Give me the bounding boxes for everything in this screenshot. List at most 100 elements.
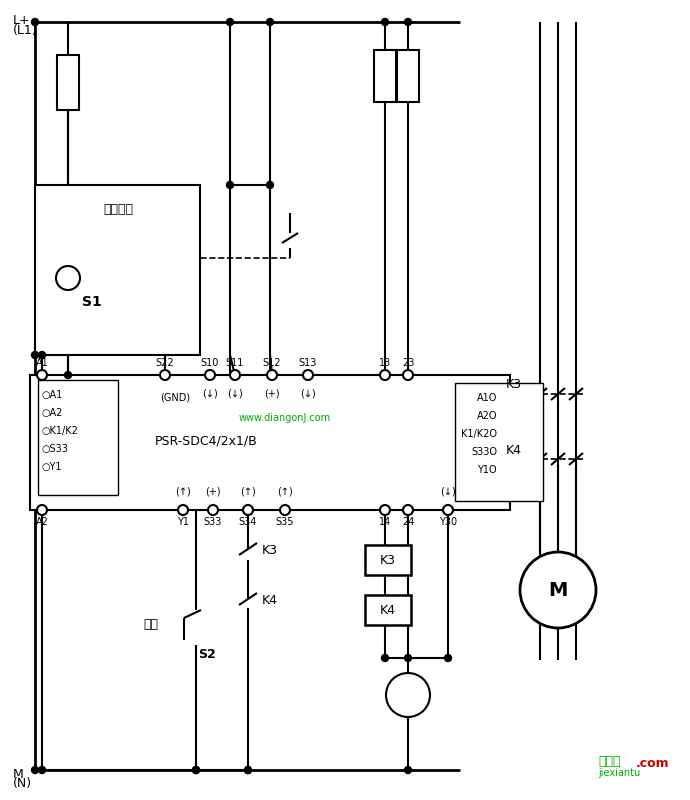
Circle shape [39, 351, 46, 358]
Text: 23: 23 [402, 358, 414, 368]
Bar [374, 50, 396, 102]
Text: S33: S33 [204, 517, 222, 527]
Text: jiexiantu: jiexiantu [598, 768, 640, 778]
Text: A1O: A1O [477, 393, 497, 403]
Circle shape [404, 766, 411, 774]
Text: A1: A1 [36, 358, 48, 368]
Text: ○Y1: ○Y1 [42, 462, 63, 472]
Text: 13: 13 [379, 358, 391, 368]
Text: S12: S12 [263, 358, 282, 368]
Circle shape [32, 351, 39, 358]
Circle shape [444, 654, 451, 662]
Text: Y1O: Y1O [477, 465, 497, 475]
Bar [397, 50, 419, 102]
Circle shape [520, 552, 596, 628]
Circle shape [380, 370, 390, 380]
Text: (↓): (↓) [440, 487, 456, 497]
Text: K4: K4 [380, 603, 396, 617]
Text: ○A2: ○A2 [42, 408, 63, 418]
Text: K3: K3 [506, 378, 522, 391]
Circle shape [39, 766, 46, 774]
Bar [57, 55, 79, 110]
Text: K3: K3 [380, 554, 396, 566]
Circle shape [404, 18, 411, 26]
Circle shape [266, 182, 273, 189]
Text: Y30: Y30 [439, 517, 457, 527]
Text: (+): (+) [205, 487, 221, 497]
Bar [30, 375, 510, 510]
Text: (↑): (↑) [277, 487, 293, 497]
Text: .com: .com [636, 757, 669, 770]
Bar [455, 383, 543, 501]
Circle shape [243, 505, 253, 515]
Text: K1/K2O: K1/K2O [461, 429, 497, 439]
Bar [35, 185, 200, 355]
Circle shape [382, 18, 388, 26]
Text: www.diangonJ.com: www.diangonJ.com [239, 413, 331, 423]
Text: 急停按鈕: 急停按鈕 [103, 203, 133, 216]
Text: (↓): (↓) [300, 388, 316, 398]
Circle shape [64, 371, 72, 378]
Text: K4: K4 [262, 594, 278, 607]
Text: (↓): (↓) [227, 388, 243, 398]
Circle shape [32, 18, 39, 26]
Circle shape [178, 505, 188, 515]
Text: A2: A2 [36, 517, 48, 527]
Circle shape [226, 18, 233, 26]
Text: Y1: Y1 [177, 517, 189, 527]
Text: S10: S10 [201, 358, 219, 368]
Text: 24: 24 [402, 517, 414, 527]
Circle shape [443, 505, 453, 515]
Circle shape [56, 266, 80, 290]
Circle shape [226, 182, 233, 189]
Text: A2O: A2O [477, 411, 497, 421]
Circle shape [380, 505, 390, 515]
Circle shape [205, 370, 215, 380]
Circle shape [386, 673, 430, 717]
Text: (N): (N) [13, 777, 32, 790]
Bar [365, 595, 411, 625]
Text: M: M [13, 768, 23, 781]
Text: M: M [549, 581, 568, 599]
Circle shape [266, 18, 273, 26]
Text: S1: S1 [82, 295, 101, 309]
Text: S13: S13 [299, 358, 317, 368]
Circle shape [244, 766, 251, 774]
Circle shape [193, 766, 199, 774]
Circle shape [267, 370, 277, 380]
Text: (↑): (↑) [175, 487, 191, 497]
Circle shape [303, 370, 313, 380]
Circle shape [208, 505, 218, 515]
Circle shape [244, 766, 251, 774]
Text: (GND): (GND) [160, 393, 190, 403]
Text: K4: K4 [506, 443, 522, 457]
Text: S2: S2 [198, 648, 216, 661]
Circle shape [160, 370, 170, 380]
Text: (+): (+) [264, 388, 280, 398]
Text: PSR-SDC4/2x1/B: PSR-SDC4/2x1/B [155, 435, 258, 448]
Text: ○K1/K2: ○K1/K2 [42, 426, 79, 436]
Bar [38, 380, 118, 495]
Bar [365, 545, 411, 575]
Text: (↑): (↑) [240, 487, 256, 497]
Text: S35: S35 [276, 517, 294, 527]
Circle shape [280, 505, 290, 515]
Text: 14: 14 [379, 517, 391, 527]
Text: ○S33: ○S33 [42, 444, 69, 454]
Circle shape [37, 505, 47, 515]
Text: S11: S11 [226, 358, 244, 368]
Text: (L1): (L1) [13, 24, 38, 37]
Text: L+: L+ [13, 14, 30, 27]
Circle shape [37, 370, 47, 380]
Text: S34: S34 [239, 517, 257, 527]
Circle shape [403, 505, 413, 515]
Text: 复位: 复位 [143, 618, 158, 631]
Circle shape [32, 766, 39, 774]
Circle shape [382, 654, 388, 662]
Circle shape [404, 654, 411, 662]
Circle shape [193, 766, 199, 774]
Circle shape [230, 370, 240, 380]
Text: S33O: S33O [471, 447, 497, 457]
Text: K3: K3 [262, 545, 278, 558]
Circle shape [403, 370, 413, 380]
